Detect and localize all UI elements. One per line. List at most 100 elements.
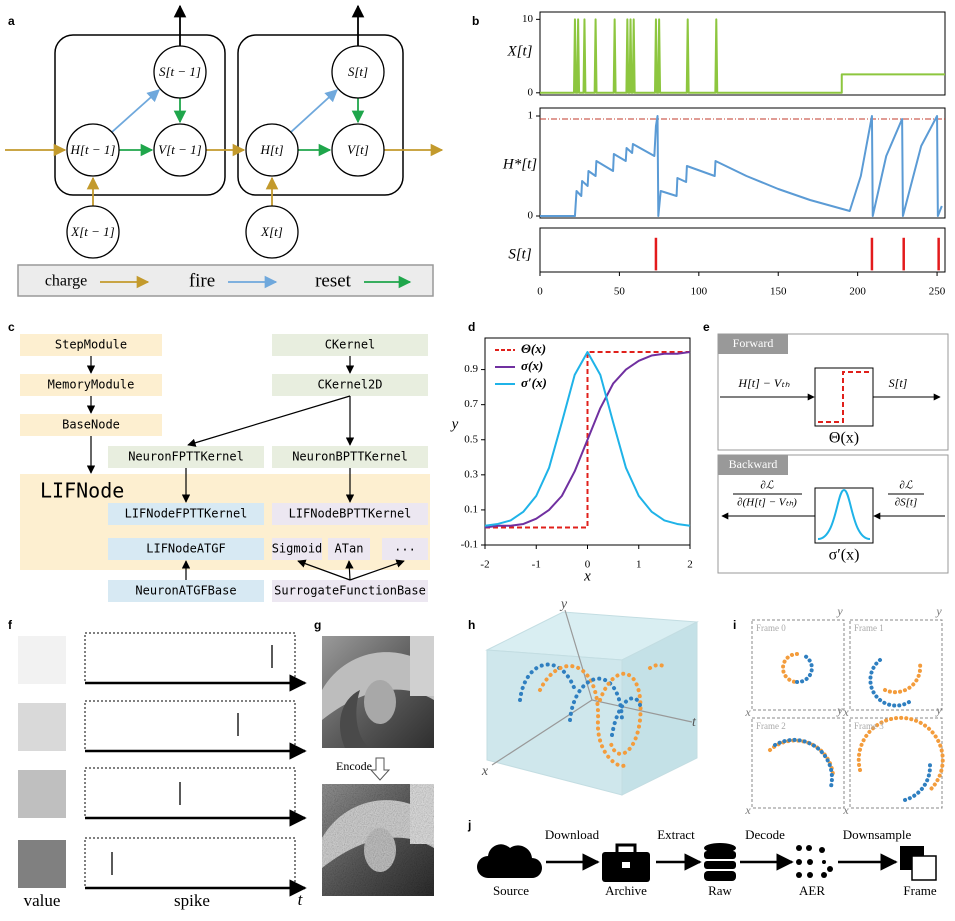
node-label: AER [799, 883, 825, 898]
event-trail [538, 664, 627, 768]
node-label: X[t] [260, 224, 283, 239]
axis-label: y [935, 604, 942, 618]
event-cube: y t x [481, 597, 699, 796]
tab [718, 334, 788, 354]
node [153, 123, 207, 177]
encode-label: Encode [336, 759, 372, 773]
aer-icon [796, 845, 833, 878]
axis-label: value [24, 891, 61, 910]
spike-window [84, 837, 296, 889]
y-axis-label: S[t] [508, 246, 532, 262]
fraction-denominator: ∂S[t] [895, 497, 918, 509]
plot-frame [539, 107, 946, 219]
step-label: Downsample [843, 827, 912, 842]
class-name: CKernel [325, 338, 376, 352]
function-box [814, 487, 874, 544]
value-square [18, 840, 66, 888]
panel-label: e [703, 320, 710, 334]
y-tick-label: 10 [522, 13, 534, 25]
event-points [868, 658, 914, 708]
node [153, 45, 207, 99]
tab-label: Backward [729, 457, 778, 471]
panel-label: b [472, 14, 479, 28]
neuron-graph: S[t − 1] H[t − 1] V[t − 1] X[t − 1] S[t]… [5, 4, 444, 297]
axis-label: y [935, 703, 942, 717]
legend-label: σ(x) [521, 358, 543, 373]
frame-label: Frame 1 [854, 623, 884, 633]
fire-arrow [111, 89, 160, 133]
class-name: NeuronFPTTKernel [128, 450, 244, 464]
y-tick-label: 0 [528, 86, 534, 98]
plot-frame [539, 11, 946, 96]
class-box [272, 334, 428, 356]
rate-encoding: value spike t [18, 632, 307, 910]
x-tick-label: -2 [480, 559, 489, 571]
line [540, 115, 943, 217]
event-points [903, 763, 933, 802]
frame-label: Frame 2 [756, 721, 786, 731]
class-diagram: StepModule MemoryModule BaseNode CKernel… [20, 334, 430, 602]
class-name: SurrogateFunctionBase [274, 584, 426, 598]
class-box [20, 334, 162, 356]
class-box [20, 374, 162, 396]
class-box [272, 503, 428, 525]
frames: Frame 0 Frame 1 Frame 2 Frame 3 x y x y … [744, 604, 945, 817]
y-axis-label: H*[t] [502, 156, 537, 172]
time-step-box [237, 34, 404, 196]
inherit-arrow [349, 559, 405, 581]
legend-label: Θ(x) [521, 341, 546, 356]
forward-box [717, 333, 949, 451]
class-name: StepModule [55, 338, 127, 352]
axis-label: y [836, 703, 843, 717]
tab-label: Forward [733, 336, 774, 350]
panel-label: f [8, 618, 13, 632]
y-tick-label: -0.1 [461, 539, 478, 551]
class-box [272, 580, 428, 602]
node [66, 123, 120, 177]
panel-label: d [468, 320, 475, 334]
axis-label: x [842, 705, 849, 719]
axis-label: t [692, 715, 697, 730]
axis-label: spike [174, 891, 210, 910]
step-label: Download [545, 827, 600, 842]
class-box [108, 538, 264, 560]
panel-label: g [314, 618, 321, 632]
function-label: σ′(x) [829, 547, 860, 564]
class-name: LIFNodeFPTTKernel [125, 507, 248, 521]
event-points [781, 652, 799, 684]
y-tick-label: 0 [528, 210, 534, 222]
legend-label: fire [189, 270, 215, 291]
inherit-arrow [345, 560, 354, 581]
pipeline: Download Extract Decode Downsample Sourc… [477, 827, 937, 898]
frame-box [751, 717, 845, 809]
event-trail [518, 662, 577, 702]
event-points [795, 654, 814, 684]
class-name: CKernel2D [317, 378, 382, 392]
x-tick-label: 0 [537, 286, 543, 298]
line [484, 351, 691, 527]
panel-labels: a b c d e f g h i j [8, 14, 736, 832]
legend-label: σ′(x) [521, 375, 547, 390]
spike-window [84, 700, 296, 752]
node [331, 45, 385, 99]
axis-label: x [481, 764, 489, 779]
class-name: BaseNode [62, 418, 120, 432]
axis-label: y [836, 604, 843, 618]
briefcase-icon [602, 843, 650, 882]
fire-arrow [290, 89, 338, 133]
encode-arrow [369, 757, 391, 781]
event-trail [648, 663, 668, 670]
panel-label: a [8, 14, 15, 28]
class-box [382, 538, 428, 560]
value-square [18, 770, 66, 818]
cube-face [621, 621, 698, 796]
class-box [328, 538, 370, 560]
node-label: V[t] [347, 142, 369, 157]
axis-label: x [842, 803, 849, 817]
node-label: X[t − 1] [70, 224, 114, 239]
bell-curve [817, 488, 871, 540]
y-tick-label: 0.3 [464, 468, 478, 480]
value-square [18, 703, 66, 751]
axis [564, 609, 593, 701]
